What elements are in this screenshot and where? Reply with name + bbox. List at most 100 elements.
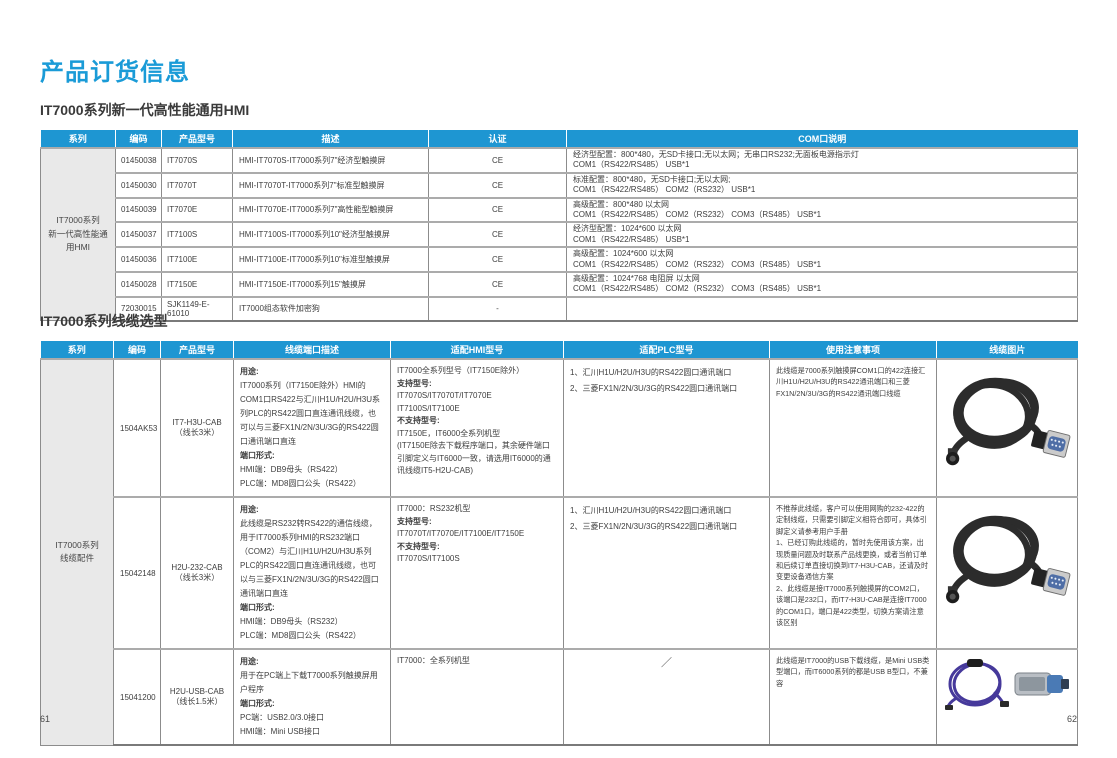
model-cell: H2U-232-CAB （线长3米）: [160, 496, 234, 650]
com-cell: [566, 295, 1078, 322]
table-row: IT7000系列 新一代高性能通用HMI 01450038 IT7070S HM…: [40, 147, 1078, 322]
table-row: 15042148 H2U-232-CAB （线长3米） 用途: 此线缆是RS23…: [41, 496, 1078, 650]
hmi-ordering-table: 系列 编码 产品型号 描述 认证 COM口说明 IT7000系列 新一代高性能通…: [40, 130, 1078, 322]
purpose-label: 用途:: [240, 505, 259, 514]
code-cell: 01450028: [115, 270, 162, 298]
code-cell: 01450030: [115, 171, 162, 199]
desc-cell: HMI-IT7150E-IT7000系列15"触摸屏: [232, 270, 429, 298]
model-cell: SJK1149-E-61010: [161, 295, 233, 322]
col-header-photo: 线缆图片: [936, 341, 1078, 359]
col-header-desc: 描述: [232, 130, 429, 148]
db9-md8-cable-photo: [946, 377, 1071, 466]
model-cell: H2U-USB-CAB （线长1.5米）: [160, 648, 234, 746]
table-row: IT7000系列 线缆配件 1504AK53 IT7-H3U-CAB （线长3米…: [40, 358, 1078, 746]
table-row: 15041200 H2U-USB-CAB （线长1.5米） 用途: 用于在PC端…: [41, 648, 1078, 746]
code-cell: 01450039: [115, 196, 162, 223]
hmi-cell: IT7000：RS232机型 支持型号: IT7070T/IT7070E/IT7…: [390, 496, 564, 650]
cable-photo-cell: [936, 358, 1078, 498]
hmi-intro: IT7000：RS232机型: [397, 504, 471, 513]
table-row: 01450039 IT7070E HMI-IT7070E-IT7000系列7"高…: [41, 196, 1078, 223]
col-header-plc: 适配PLC型号: [563, 341, 770, 359]
unsupport-models: IT7070S/IT7100S: [397, 554, 460, 563]
col-header-model: 产品型号: [161, 130, 233, 148]
com-cell: 高级配置：1024*600 以太网 COM1（RS422/RS485） COM2…: [566, 246, 1078, 273]
unsupport-label: 不支持型号:: [397, 541, 440, 551]
table-row: 01450036 IT7100E HMI-IT7100E-IT7000系列10"…: [41, 246, 1078, 273]
com-cell: 高级配置：1024*768 电阻屏 以太网 COM1（RS422/RS485） …: [566, 270, 1078, 298]
cert-cell: CE: [428, 147, 567, 174]
model-cell: IT7150E: [161, 270, 233, 298]
col-header-cert: 认证: [428, 130, 567, 148]
port-label: 端口形式:: [240, 451, 275, 460]
cable-desc-cell: 用途: 此线缆是RS232转RS422的通信线缆，用于IT7000系列HMI的R…: [233, 496, 391, 650]
section1-title: IT7000系列新一代高性能通用HMI: [40, 102, 250, 118]
notes-cell: 此线缆是7000系列触摸屏COM1口的422连接汇川H1U/H2U/H3U的RS…: [769, 358, 937, 498]
model-cell: IT7070T: [161, 171, 233, 199]
desc-cell: HMI-IT7070E-IT7000系列7"高性能型触摸屏: [232, 196, 429, 223]
code-cell: 15042148: [113, 496, 161, 650]
support-models: IT7070T/IT7070E/IT7100E/IT7150E: [397, 529, 525, 538]
code-cell: 72030015: [115, 295, 162, 322]
usb-mini-cable-photo: [945, 659, 1069, 710]
col-header-series: 系列: [40, 130, 116, 148]
purpose-text: IT7000系列（IT7150E除外）HMI的COM1口RS422与汇川H1U/…: [240, 381, 381, 446]
com-cell: 经济型配置：800*480，无SD卡接口;无以太网；无串口RS232;无面板电源…: [566, 147, 1078, 174]
cert-cell: CE: [428, 196, 567, 223]
hmi-cell: IT7000全系列型号（IT7150E除外） 支持型号: IT7070S/IT7…: [390, 358, 564, 498]
com-cell: 经济型配置：1024*600 以太网 COM1（RS422/RS485） USB…: [566, 221, 1078, 248]
series-cell: IT7000系列 线缆配件: [40, 358, 114, 746]
model-cell: IT7100S: [161, 221, 233, 248]
purpose-label: 用途:: [240, 657, 259, 666]
desc-cell: HMI-IT7100E-IT7000系列10"标准型触摸屏: [232, 246, 429, 273]
cable-selection-table: 系列 编码 产品型号 线缆端口描述 适配HMI型号 适配PLC型号 使用注意事项…: [40, 341, 1078, 746]
col-header-hmi: 适配HMI型号: [390, 341, 564, 359]
cert-cell: CE: [428, 171, 567, 199]
cert-cell: CE: [428, 270, 567, 298]
support-models: IT7070S/IT7070T/IT7070E IT7100S/IT7100E: [397, 391, 492, 413]
hmi-intro: IT7000：全系列机型: [397, 656, 470, 665]
support-label: 支持型号:: [397, 516, 432, 526]
col-header-cable-desc: 线缆端口描述: [233, 341, 391, 359]
cert-cell: CE: [428, 221, 567, 248]
desc-cell: HMI-IT7070T-IT7000系列7"标准型触摸屏: [232, 171, 429, 199]
notes-cell: 此线缆是IT7000的USB下载线缆，是Mini USB类型端口，而IT6000…: [769, 648, 937, 746]
port-label: 端口形式:: [240, 603, 275, 612]
port-label: 端口形式:: [240, 699, 275, 708]
plc-cell: 1、汇川H1U/H2U/H3U的RS422圆口通讯端口 2、三菱FX1N/2N/…: [563, 496, 770, 650]
unsupport-label: 不支持型号:: [397, 416, 440, 425]
notes-cell: 不推荐此线缆，客户可以使用网购的232-422的定制线缆，只需要引脚定义相符合即…: [769, 496, 937, 650]
table-row: 01450037 IT7100S HMI-IT7100S-IT7000系列10"…: [41, 221, 1078, 248]
hmi-cell: IT7000：全系列机型: [390, 648, 564, 746]
db9-md8-cable-photo: [946, 515, 1071, 604]
purpose-text: 此线缆是RS232转RS422的通信线缆，用于IT7000系列HMI的RS232…: [240, 519, 379, 598]
cable-desc-cell: 用途: IT7000系列（IT7150E除外）HMI的COM1口RS422与汇川…: [233, 358, 391, 498]
col-header-com: COM口说明: [566, 130, 1078, 148]
page-number-left: 61: [40, 714, 51, 724]
desc-cell: IT7000组态软件加密狗: [232, 295, 429, 322]
model-cell: IT7100E: [161, 246, 233, 273]
purpose-text: 用于在PC端上下载T7000系列触摸屏用户程序: [240, 671, 378, 694]
cert-cell: -: [428, 295, 567, 322]
table-header-row: 系列 编码 产品型号 描述 认证 COM口说明: [40, 130, 1078, 148]
col-header-series: 系列: [40, 341, 114, 359]
model-cell: IT7070S: [161, 147, 233, 174]
code-cell: 01450038: [115, 147, 162, 174]
model-cell: IT7-H3U-CAB （线长3米）: [160, 358, 234, 498]
series-cell: IT7000系列 新一代高性能通用HMI: [40, 147, 116, 322]
col-header-model: 产品型号: [160, 341, 234, 359]
com-cell: 标准配置：800*480，无SD卡接口;无以太网; COM1（RS422/RS4…: [566, 171, 1078, 199]
port-text: HMI端：DB9母头（RS422） PLC端：MD8圆口公头（RS422）: [240, 465, 361, 488]
plc-cell: 1、汇川H1U/H2U/H3U的RS422圆口通讯端口 2、三菱FX1N/2N/…: [563, 358, 770, 498]
col-header-notes: 使用注意事项: [769, 341, 937, 359]
port-text: PC端：USB2.0/3.0接口 HMI端：Mini USB接口: [240, 713, 325, 736]
col-header-code: 编码: [115, 130, 162, 148]
purpose-label: 用途:: [240, 367, 259, 376]
code-cell: 01450036: [115, 246, 162, 273]
model-cell: IT7070E: [161, 196, 233, 223]
support-label: 支持型号:: [397, 378, 432, 388]
code-cell: 1504AK53: [113, 358, 161, 498]
section2-title: IT7000系列线缆选型: [40, 313, 168, 329]
cable-desc-cell: 用途: 用于在PC端上下载T7000系列触摸屏用户程序 端口形式: PC端：US…: [233, 648, 391, 746]
desc-cell: HMI-IT7100S-IT7000系列10"经济型触摸屏: [232, 221, 429, 248]
desc-cell: HMI-IT7070S-IT7000系列7"经济型触摸屏: [232, 147, 429, 174]
